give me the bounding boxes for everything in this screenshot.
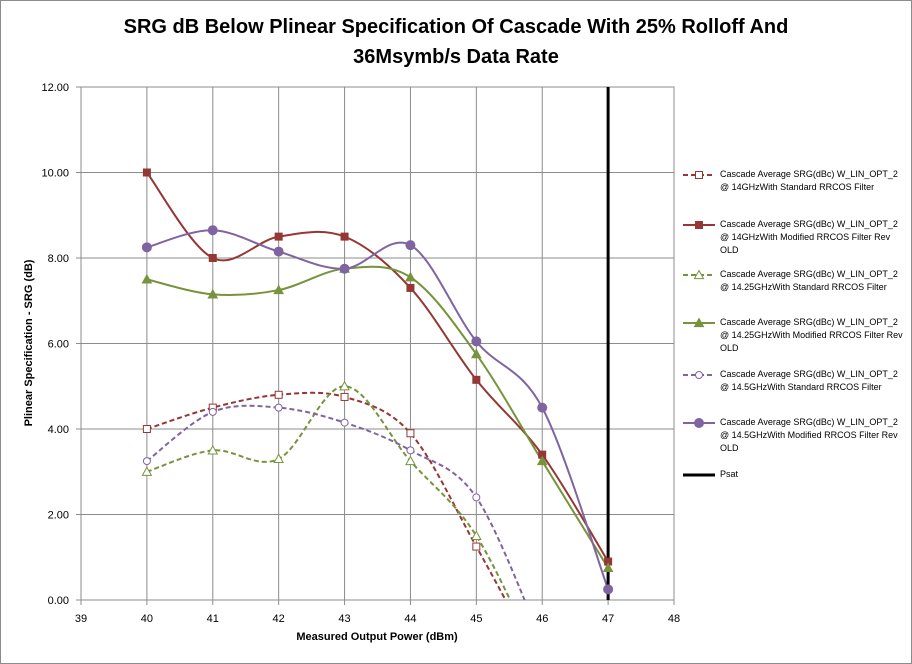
y-tick-label: 6.00 <box>48 339 69 351</box>
data-point <box>141 273 153 284</box>
data-point <box>141 466 153 476</box>
chart-title-line-1: SRG dB Below Plinear Specification Of Ca… <box>123 16 789 38</box>
data-point <box>603 584 614 595</box>
data-point <box>339 263 350 274</box>
legend-label: Cascade Average SRG(dBc) W_LIN_OPT_2 @ 1… <box>720 317 903 353</box>
data-point <box>340 392 349 401</box>
legend-marker <box>694 418 704 428</box>
data-point <box>470 530 482 540</box>
data-point <box>339 380 350 391</box>
x-tick-label: 42 <box>273 613 285 625</box>
legend-swatch <box>683 317 715 328</box>
marker-group <box>141 168 614 595</box>
legend-swatch <box>683 418 715 428</box>
data-point <box>207 288 219 299</box>
y-tick-label: 10.00 <box>41 168 69 180</box>
data-point <box>602 562 614 573</box>
data-point <box>472 493 481 502</box>
legend-label: Psat <box>720 469 739 479</box>
y-tick-label: 0.00 <box>48 595 69 607</box>
series-line-3 <box>146 385 512 600</box>
data-point <box>273 246 284 257</box>
data-point <box>141 242 152 253</box>
data-point <box>207 225 218 236</box>
data-point <box>274 232 283 241</box>
legend-swatch <box>683 371 715 379</box>
data-point <box>142 168 151 177</box>
x-axis-label: Measured Output Power (dBm) <box>296 631 458 643</box>
data-point <box>273 284 285 295</box>
data-point <box>472 375 481 384</box>
data-point <box>340 418 349 427</box>
data-point <box>208 407 217 416</box>
legend-marker <box>695 221 703 229</box>
x-tick-label: 41 <box>207 613 219 625</box>
data-point <box>537 402 548 413</box>
data-point <box>406 446 415 455</box>
x-tick-label: 46 <box>536 613 548 625</box>
data-point <box>340 232 349 241</box>
data-point <box>274 390 283 399</box>
x-tick-label: 47 <box>602 613 614 625</box>
x-tick-label: 45 <box>470 613 482 625</box>
y-tick-label: 2.00 <box>48 510 69 522</box>
series-line-1 <box>146 391 507 600</box>
legend-label: Cascade Average SRG(dBc) W_LIN_OPT_2 @ 1… <box>720 269 898 292</box>
data-point <box>405 240 416 251</box>
x-tick-label: 48 <box>668 613 680 625</box>
data-point <box>142 457 151 466</box>
data-point <box>406 429 415 438</box>
legend-label: Cascade Average SRG(dBc) W_LIN_OPT_2 @ 1… <box>720 219 898 255</box>
x-tick-label: 44 <box>404 613 416 625</box>
legend-label: Cascade Average SRG(dBc) W_LIN_OPT_2 @ 1… <box>720 369 898 392</box>
legend-marker <box>693 317 705 328</box>
legend-marker <box>693 269 705 280</box>
legend-swatch <box>683 473 715 477</box>
y-tick-label: 8.00 <box>48 253 69 265</box>
legend-swatch <box>683 171 715 179</box>
data-point <box>142 425 151 433</box>
legend-swatch <box>683 269 715 280</box>
data-point <box>406 283 415 292</box>
chart-title: SRG dB Below Plinear Specification Of Ca… <box>0 12 912 72</box>
data-point <box>405 271 416 282</box>
legend-marker <box>695 171 703 179</box>
data-point <box>273 453 285 464</box>
data-point <box>536 455 548 466</box>
data-point <box>470 348 482 359</box>
data-point <box>207 444 219 455</box>
y-tick-label: 12.00 <box>41 82 69 94</box>
legend-label: Cascade Average SRG(dBc) W_LIN_OPT_2 @ 1… <box>720 417 898 453</box>
data-point <box>471 336 482 347</box>
x-tick-label: 43 <box>338 613 350 625</box>
legend-marker <box>695 371 703 379</box>
data-point <box>208 254 217 262</box>
legend-label: Cascade Average SRG(dBc) W_LIN_OPT_2 @ 1… <box>720 169 898 192</box>
y-axis-label: Plinear Specification - SRG (dB) <box>23 259 35 426</box>
data-point <box>274 403 283 412</box>
chart-title-line-2: 36Msymb/s Data Rate <box>353 46 559 68</box>
axes: 0.00 2.00 4.00 6.00 8.00 10.00 12.00 39 40 41 42 43… <box>41 82 680 625</box>
x-tick-label: 39 <box>75 613 87 625</box>
y-tick-label: 4.00 <box>48 424 69 436</box>
data-point <box>472 542 481 551</box>
legend-swatch <box>683 221 715 229</box>
data-point <box>405 455 416 466</box>
x-tick-label: 40 <box>141 613 153 625</box>
